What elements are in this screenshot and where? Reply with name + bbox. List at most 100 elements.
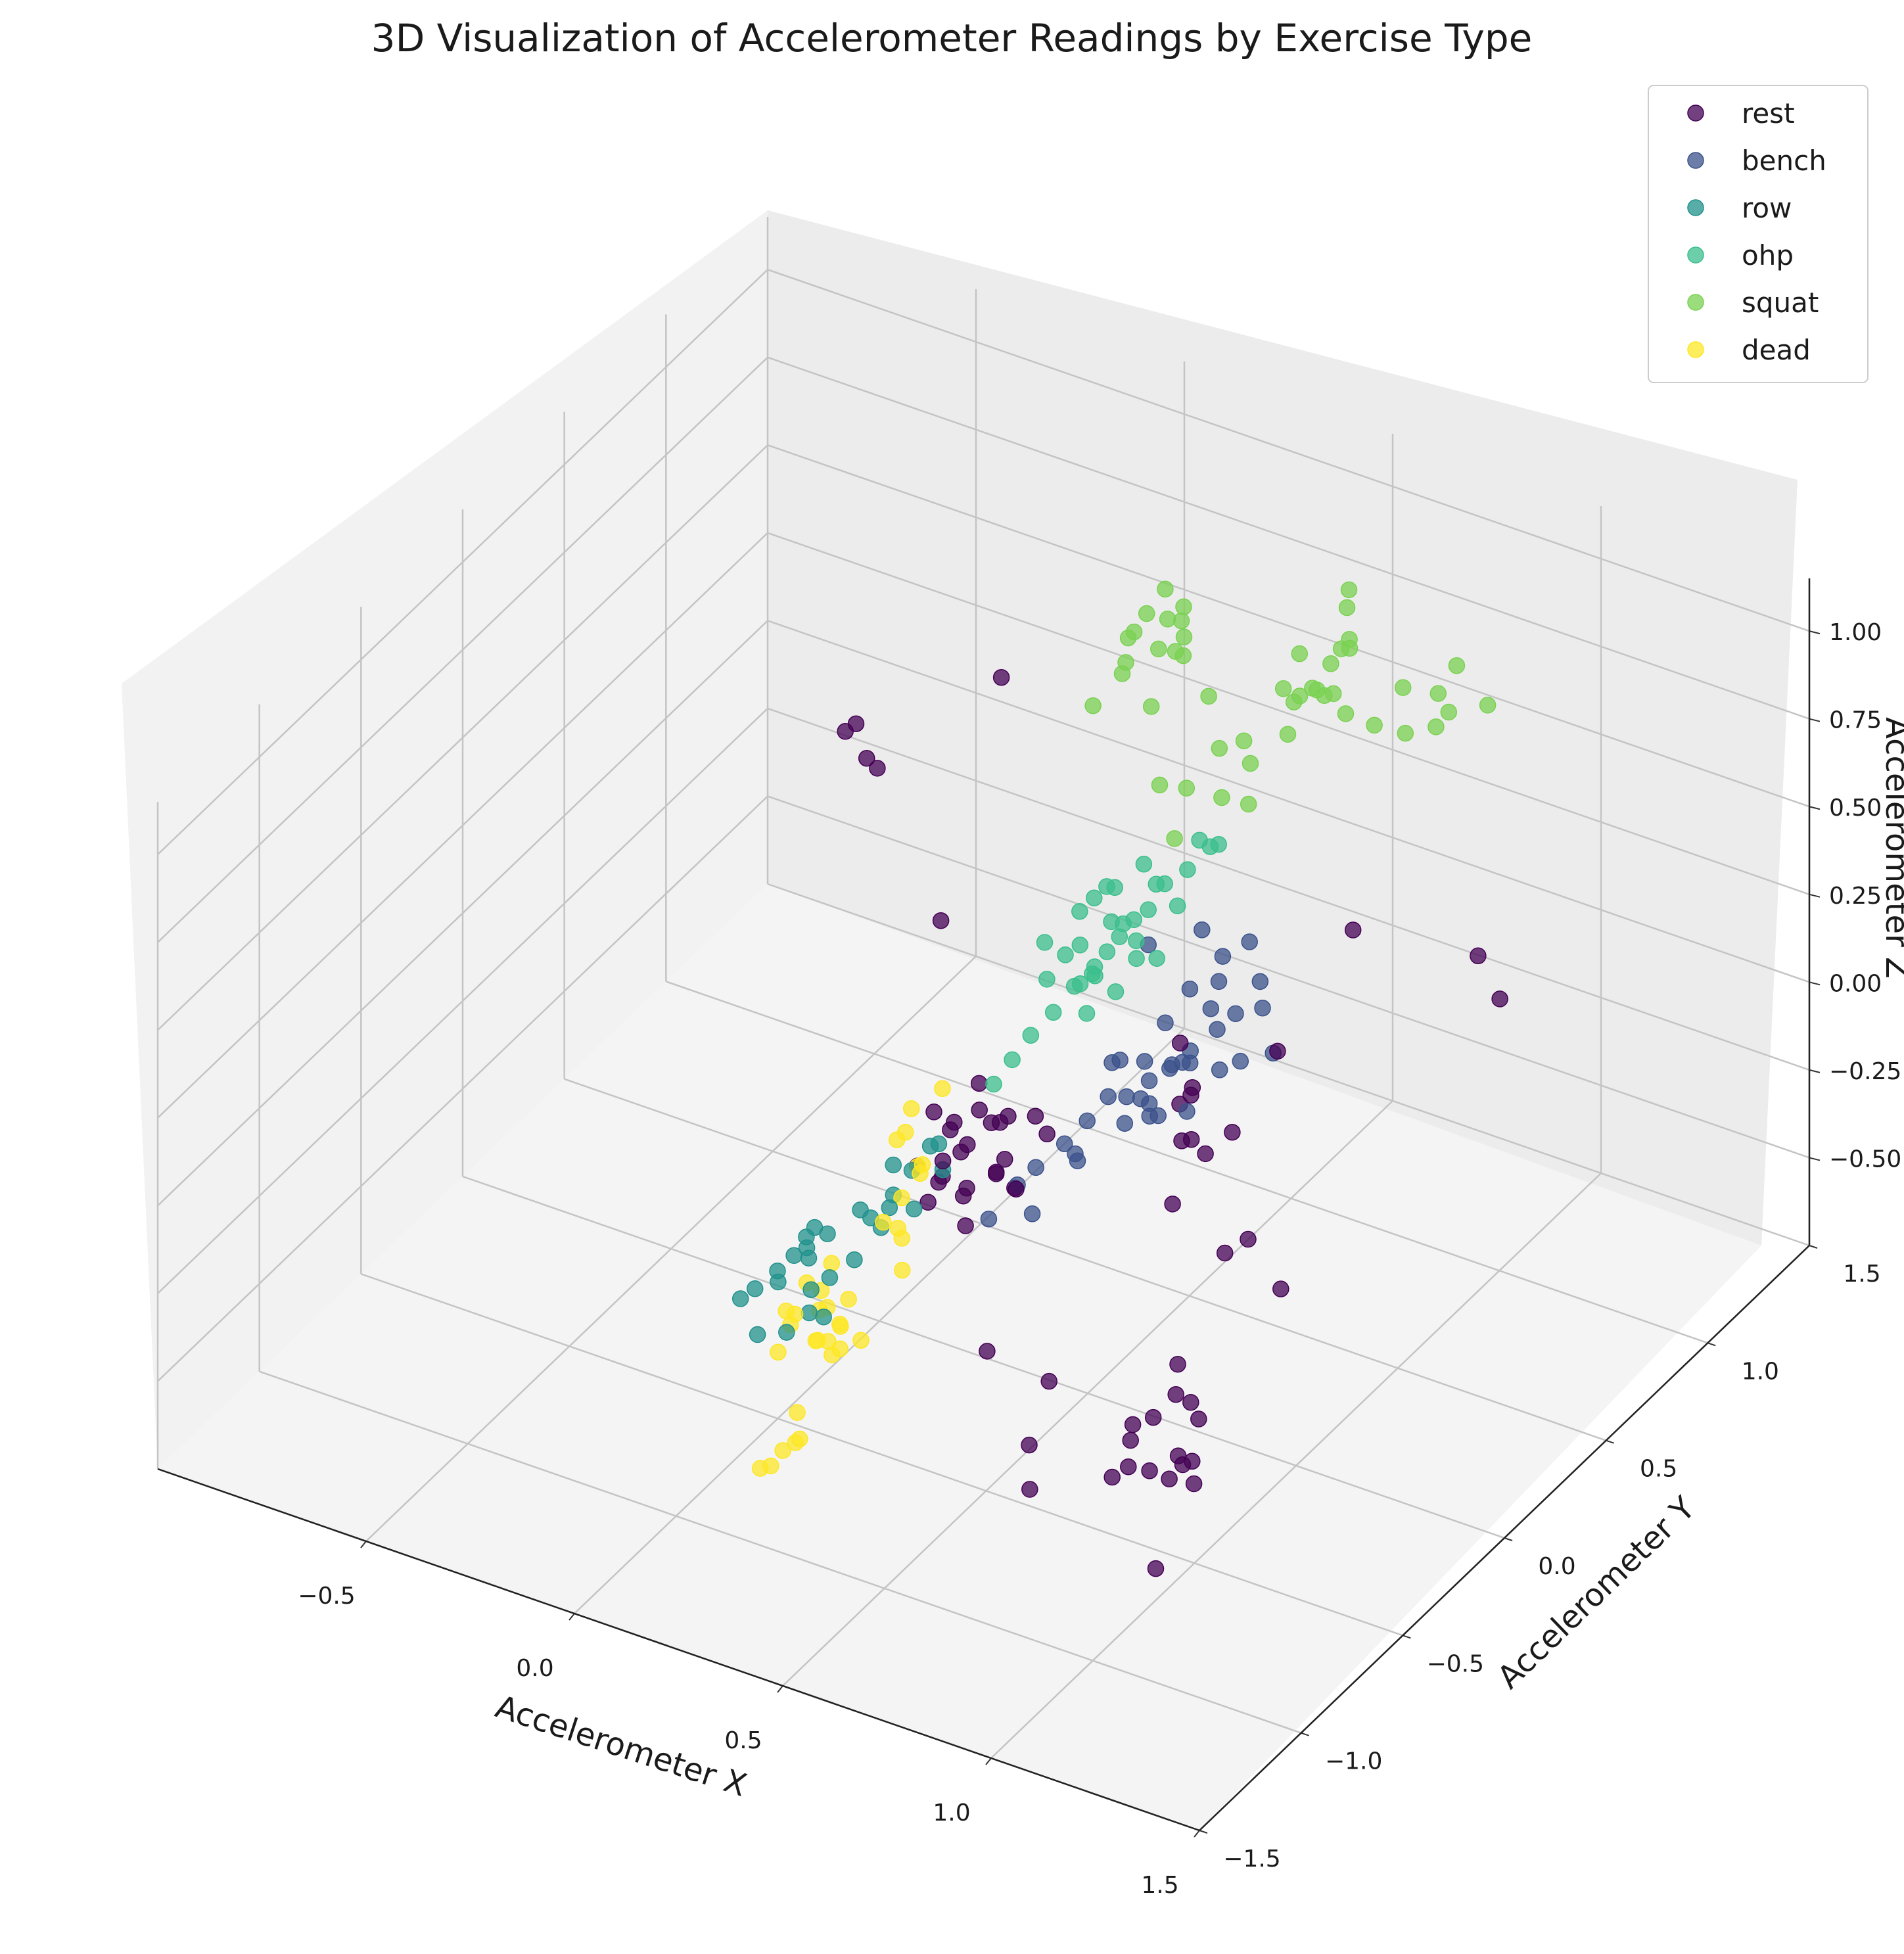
data-point-ohp [1107, 983, 1125, 1000]
y-grid-line [665, 981, 1708, 1344]
data-point-ohp [1044, 1004, 1062, 1021]
legend-marker-squat [1687, 294, 1704, 311]
data-point-squat [1173, 612, 1190, 630]
data-point-ohp [1210, 835, 1227, 853]
z-axis-label: Accelerometer Z [1878, 717, 1904, 979]
data-point-row [778, 1324, 795, 1341]
y-tick-label: −1.0 [1325, 1748, 1382, 1775]
data-point-rest [1174, 1456, 1192, 1474]
y-grid-line [360, 1273, 1403, 1637]
x-tick-mark [569, 1613, 575, 1621]
data-point-squat [1448, 657, 1466, 674]
data-point-dead [823, 1255, 841, 1272]
data-point-rest [869, 760, 886, 777]
data-point-row [746, 1280, 764, 1297]
data-point-bench [1202, 1000, 1220, 1017]
data-point-rest [1141, 1462, 1158, 1479]
data-point-ohp [1098, 878, 1115, 895]
data-point-rest [1103, 1468, 1121, 1486]
data-point-rest [1344, 921, 1362, 939]
data-point-row [731, 1290, 749, 1307]
data-points [731, 580, 1508, 1577]
data-point-rest [1040, 1372, 1057, 1390]
data-point-ohp [1128, 932, 1145, 950]
data-point-rest [1182, 1393, 1199, 1411]
y-tick-mark [1403, 1635, 1411, 1639]
data-point-dead [770, 1343, 787, 1361]
data-point-squat [1324, 685, 1342, 703]
data-point-ohp [1103, 913, 1120, 931]
data-point-ohp [1078, 1005, 1096, 1022]
data-point-ohp [1128, 950, 1145, 967]
z-grid-line [157, 620, 768, 1207]
data-point-row [852, 1201, 869, 1219]
data-point-ohp [1086, 967, 1103, 985]
x-tick-mark [985, 1757, 992, 1765]
x-tick-label: 1.5 [1141, 1872, 1178, 1899]
data-point-rest [991, 1113, 1009, 1131]
data-point-ohp [985, 1075, 1002, 1093]
y-grid-line [259, 1370, 1302, 1734]
data-point-bench [1210, 973, 1228, 990]
x-tick-label: 1.0 [933, 1800, 970, 1826]
data-point-dead [789, 1404, 806, 1421]
data-point-squat [1322, 655, 1339, 672]
z-tick-mark [1809, 718, 1821, 722]
data-point-dead [807, 1332, 825, 1349]
data-point-rest [1124, 1416, 1142, 1433]
data-point-row [770, 1273, 787, 1291]
data-point-ohp [1022, 1027, 1040, 1044]
data-point-ohp [1156, 875, 1173, 893]
x-tick-label: 0.5 [724, 1727, 762, 1754]
data-point-ohp [1148, 950, 1165, 967]
data-point-dead [852, 1332, 870, 1349]
data-point-rest [970, 1075, 988, 1092]
y-tick-mark [1199, 1830, 1208, 1834]
data-point-dead [762, 1457, 779, 1475]
data-point-row [801, 1304, 818, 1322]
data-point-bench [1136, 1053, 1153, 1070]
data-point-bench [1140, 1072, 1158, 1090]
data-point-rest [979, 1343, 996, 1360]
data-point-squat [1159, 611, 1176, 628]
y-tick-mark [1504, 1537, 1513, 1541]
data-point-bench [1211, 1061, 1228, 1079]
y-tick-label: 1.0 [1742, 1358, 1779, 1385]
data-point-rest [934, 1152, 952, 1170]
data-point-squat [1274, 680, 1292, 697]
legend-marker-dead [1687, 341, 1704, 358]
data-point-squat [1084, 697, 1102, 714]
data-point-rest [1240, 1230, 1257, 1248]
y-tick-mark [1301, 1732, 1309, 1736]
data-point-rest [1197, 1145, 1214, 1163]
legend: rest bench row ohp squat dead [1648, 85, 1869, 383]
data-point-squat [1440, 703, 1458, 721]
y-grid-line [564, 1078, 1607, 1441]
x-tick-mark [777, 1685, 783, 1693]
z-grid-line [157, 707, 768, 1294]
data-point-row [881, 1199, 898, 1217]
data-point-squat [1166, 830, 1183, 847]
data-point-ohp [1057, 946, 1074, 964]
data-point-rest [959, 1136, 976, 1153]
data-point-squat [1167, 643, 1184, 660]
data-point-rest [858, 749, 875, 767]
data-point-squat [1337, 705, 1355, 722]
x-tick-mark [1194, 1830, 1200, 1838]
z-tick-mark [1809, 981, 1821, 986]
legend-label-rest: rest [1742, 97, 1795, 129]
data-point-ohp [1004, 1051, 1021, 1069]
data-point-squat [1291, 645, 1309, 663]
data-point-dead [832, 1318, 849, 1335]
data-point-row [930, 1135, 948, 1153]
data-point-dead [893, 1189, 910, 1207]
data-point-squat [1429, 685, 1447, 702]
data-point-rest [1167, 1385, 1184, 1403]
data-point-ohp [1071, 937, 1089, 954]
pane-left [122, 210, 768, 1469]
data-point-rest [1147, 1560, 1165, 1577]
y-tick-label: 0.5 [1640, 1456, 1677, 1483]
axes-panes [122, 210, 1798, 1830]
data-point-rest [1216, 1244, 1234, 1262]
data-point-squat [1397, 724, 1414, 742]
